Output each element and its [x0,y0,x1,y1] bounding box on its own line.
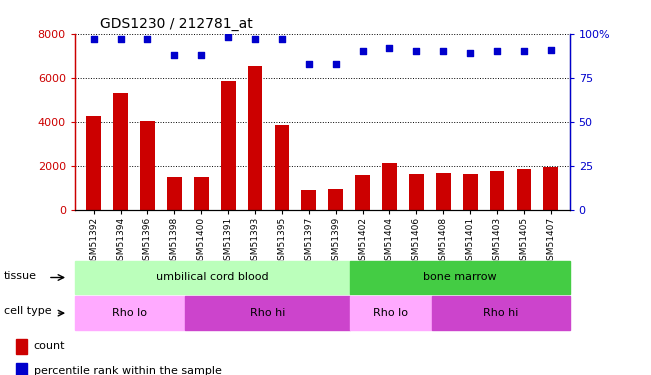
Bar [140,121,155,210]
Bar [544,167,558,210]
Point [357,48,368,54]
Text: percentile rank within the sample: percentile rank within the sample [34,366,222,375]
Point [519,48,529,54]
Bar [350,261,570,294]
Bar [113,93,128,210]
Bar [516,169,531,210]
Bar [221,81,236,210]
Bar [185,296,350,330]
Point [169,52,180,58]
Text: umbilical cord blood: umbilical cord blood [156,273,269,282]
Bar [75,261,350,294]
Point [143,36,153,42]
Bar [436,172,450,210]
Point [465,50,475,56]
Bar [16,363,27,375]
Text: Rho hi: Rho hi [483,308,519,318]
Bar [87,116,101,210]
Point [303,61,314,67]
Bar [275,125,289,210]
Text: tissue: tissue [4,271,36,281]
Text: cell type: cell type [4,306,51,316]
Point [384,45,395,51]
Point [492,48,502,54]
Text: Rho lo: Rho lo [113,308,147,318]
Bar [194,177,208,210]
Bar [75,296,185,330]
Bar [463,174,478,210]
Point [223,34,233,40]
Bar [382,163,397,210]
Point [277,36,287,42]
Bar [328,189,343,210]
Point [331,61,341,67]
Bar [350,296,432,330]
Point [411,48,422,54]
Point [438,48,449,54]
Text: bone marrow: bone marrow [423,273,497,282]
Bar [301,190,316,210]
Text: count: count [34,341,65,351]
Point [250,36,260,42]
Point [89,36,99,42]
Bar [167,177,182,210]
Bar [16,339,27,354]
Text: Rho hi: Rho hi [249,308,285,318]
Point [115,36,126,42]
Point [546,46,556,53]
Bar [247,66,262,210]
Bar [409,174,424,210]
Text: GDS1230 / 212781_at: GDS1230 / 212781_at [100,17,253,32]
Bar [355,175,370,210]
Text: Rho lo: Rho lo [374,308,408,318]
Bar [490,171,505,210]
Point [196,52,206,58]
Bar [432,296,570,330]
